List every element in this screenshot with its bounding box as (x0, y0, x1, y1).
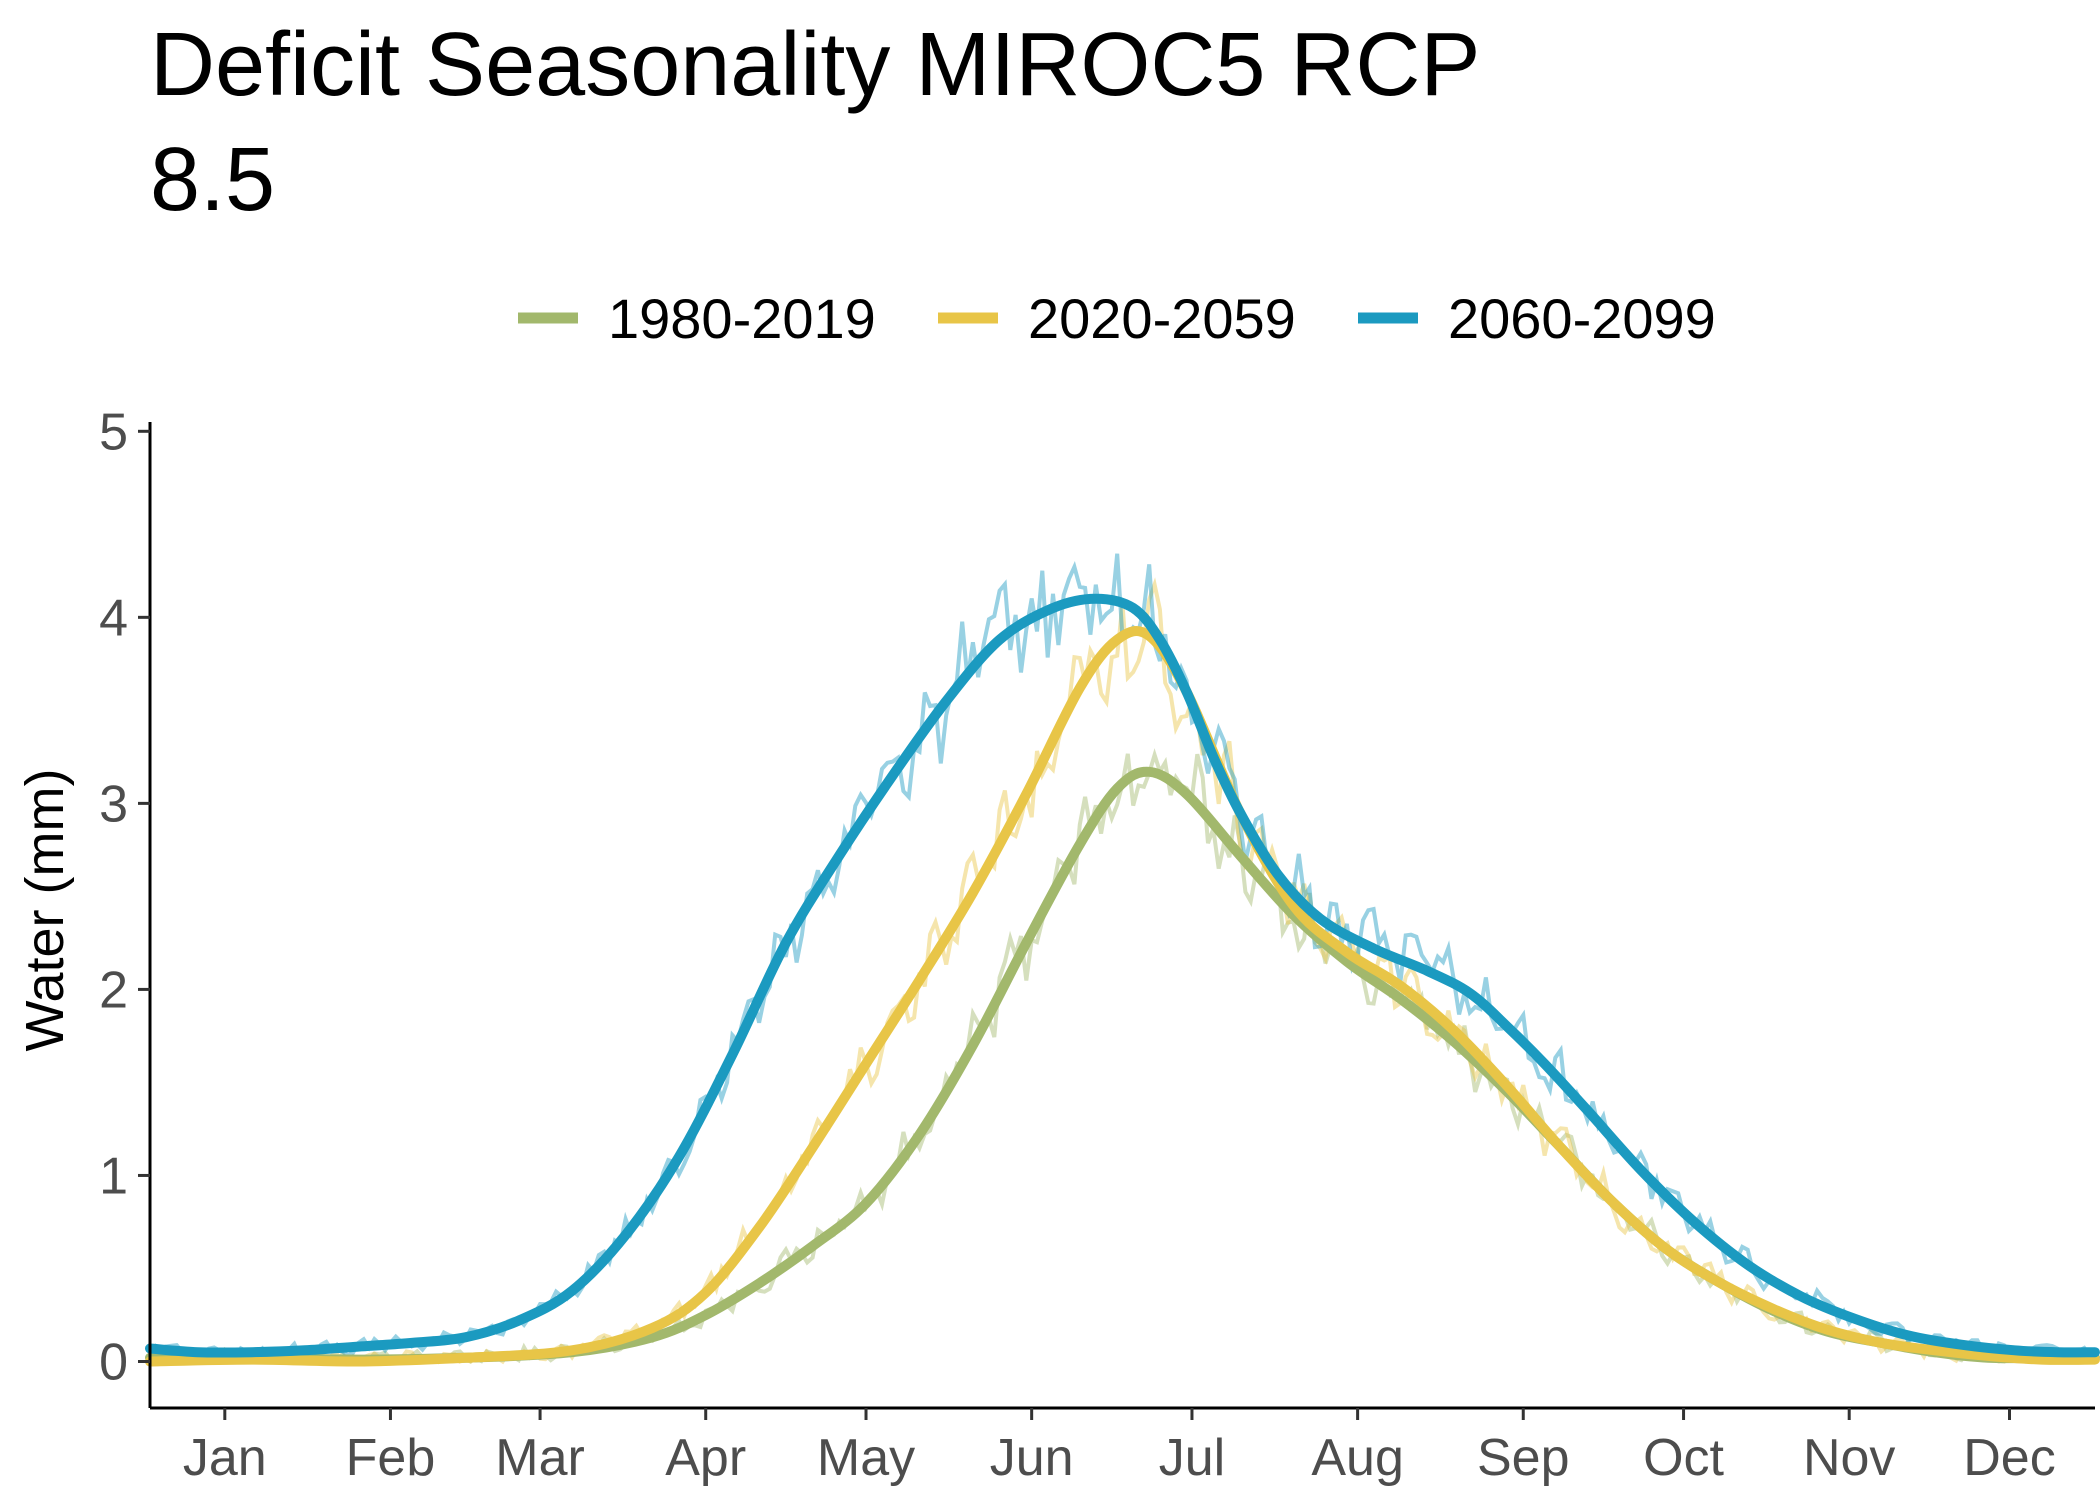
x-tick-label: May (817, 1429, 915, 1487)
raw-trace-2060-2099 (148, 553, 2097, 1365)
x-tick-label: Oct (1643, 1429, 1724, 1487)
series-line-1980-2019 (145, 766, 2100, 1365)
y-tick-label: 3 (99, 775, 128, 833)
x-tick-label: Dec (1963, 1429, 2055, 1487)
x-tick-label: Nov (1803, 1429, 1895, 1487)
y-tick-label: 5 (99, 403, 128, 461)
y-tick-label: 0 (99, 1333, 128, 1391)
y-tick-label: 4 (99, 589, 128, 647)
raw-series-traces (148, 553, 2097, 1365)
legend-label: 2020-2059 (1028, 287, 1296, 350)
legend-label: 1980-2019 (608, 287, 876, 350)
x-tick-label: Jun (990, 1429, 1074, 1487)
x-tick-label: Jul (1159, 1429, 1225, 1487)
legend: 1980-2019 2020-2059 2060-2099 (518, 287, 1716, 350)
y-tick-label: 2 (99, 961, 128, 1019)
chart-title-line-1: Deficit Seasonality MIROC5 RCP (150, 15, 1480, 115)
series-line-2020-2059 (145, 626, 2100, 1367)
x-tick-label: Mar (495, 1429, 585, 1487)
y-tick-label: 1 (99, 1147, 128, 1205)
series-lines (145, 593, 2100, 1367)
raw-trace-2020-2059 (150, 577, 2096, 1365)
raw-trace-1980-2019 (148, 748, 2097, 1365)
x-tick-label: Feb (346, 1429, 436, 1487)
x-tick-label: Jan (183, 1429, 267, 1487)
axes: 0 1 2 3 4 5 Jan Feb Mar Apr May Jun Jul Aug Sep Oct Nov D… (99, 403, 2095, 1487)
legend-label: 2060-2099 (1448, 287, 1716, 350)
x-tick-label: Sep (1477, 1429, 1570, 1487)
chart-title-line-2: 8.5 (150, 130, 275, 230)
y-axis-title: Water (mm) (15, 769, 75, 1052)
series-line-2060-2099 (145, 593, 2100, 1358)
x-tick-label: Apr (665, 1429, 746, 1487)
x-tick-label: Aug (1311, 1429, 1404, 1487)
